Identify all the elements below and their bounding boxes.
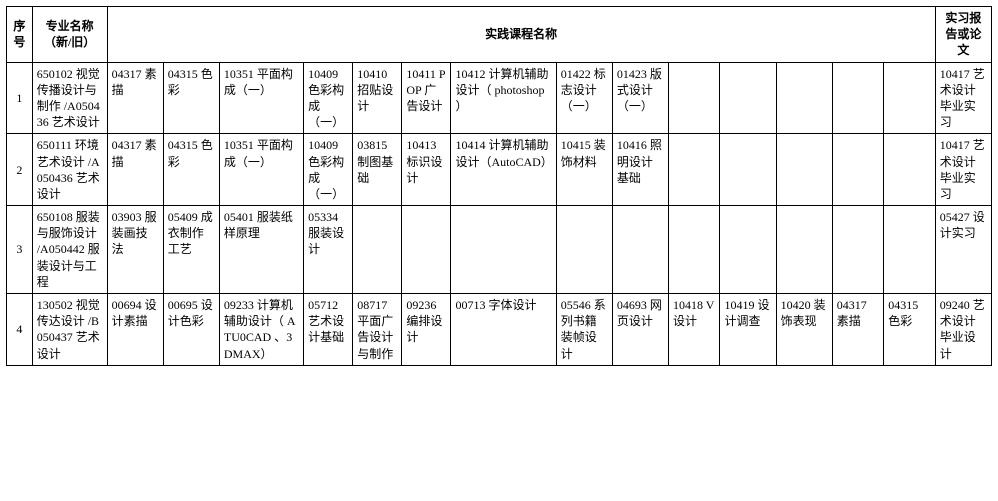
cell-course: 04317 素描 bbox=[107, 134, 163, 206]
cell-course: 10419 设计调查 bbox=[720, 294, 776, 366]
cell-course bbox=[402, 206, 451, 294]
cell-course: 03903 服装画技法 bbox=[107, 206, 163, 294]
cell-course bbox=[776, 62, 832, 134]
cell-course: 10418 V 设计 bbox=[669, 294, 720, 366]
cell-course: 08717 平面广告设计与制作 bbox=[353, 294, 402, 366]
practice-courses-table: 序号 专业名称（新/旧） 实践课程名称 实习报告或论文 1 650102 视觉传… bbox=[6, 6, 992, 366]
cell-seq: 2 bbox=[7, 134, 33, 206]
cell-course bbox=[669, 134, 720, 206]
cell-course: 04315 色彩 bbox=[163, 134, 219, 206]
cell-course bbox=[720, 134, 776, 206]
cell-course: 01423 版式设计（一） bbox=[612, 62, 668, 134]
cell-course: 09233 计算机辅助设计（ ATU0CAD 、3DMAX） bbox=[219, 294, 303, 366]
cell-course bbox=[776, 206, 832, 294]
cell-course: 05401 服装纸样原理 bbox=[219, 206, 303, 294]
cell-course bbox=[832, 62, 883, 134]
cell-report: 09240 艺术设计毕业设计 bbox=[935, 294, 991, 366]
cell-course: 10351 平面构成（一） bbox=[219, 62, 303, 134]
table-row: 2 650111 环境艺术设计 /A050436 艺术设计 04317 素描 0… bbox=[7, 134, 992, 206]
cell-course: 10409 色彩构成（一） bbox=[304, 134, 353, 206]
cell-course: 05334 服装设计 bbox=[304, 206, 353, 294]
cell-course: 05712 艺术设计基础 bbox=[304, 294, 353, 366]
cell-course: 10410 招贴设计 bbox=[353, 62, 402, 134]
cell-course: 01422 标志设计（一） bbox=[556, 62, 612, 134]
cell-course: 10412 计算机辅助设计（ photoshop ） bbox=[451, 62, 556, 134]
cell-major: 650108 服装与服饰设计 /A050442 服装设计与工程 bbox=[32, 206, 107, 294]
cell-course bbox=[884, 134, 936, 206]
cell-course: 04315 色彩 bbox=[884, 294, 936, 366]
table-row: 3 650108 服装与服饰设计 /A050442 服装设计与工程 03903 … bbox=[7, 206, 992, 294]
header-practice: 实践课程名称 bbox=[107, 7, 935, 63]
cell-course: 03815 制图基础 bbox=[353, 134, 402, 206]
cell-course: 05546 系列书籍装帧设计 bbox=[556, 294, 612, 366]
cell-course: 10411 POP 广告设计 bbox=[402, 62, 451, 134]
cell-report: 05427 设计实习 bbox=[935, 206, 991, 294]
table-row: 4 130502 视觉传达设计 /B050437 艺术设计 00694 设计素描… bbox=[7, 294, 992, 366]
cell-course bbox=[451, 206, 556, 294]
cell-course: 10420 装饰表现 bbox=[776, 294, 832, 366]
cell-seq: 1 bbox=[7, 62, 33, 134]
cell-major: 650102 视觉传播设计与制作 /A050436 艺术设计 bbox=[32, 62, 107, 134]
cell-course bbox=[612, 206, 668, 294]
header-report: 实习报告或论文 bbox=[935, 7, 991, 63]
cell-course bbox=[776, 134, 832, 206]
cell-course: 00713 字体设计 bbox=[451, 294, 556, 366]
cell-course: 10351 平面构成（一） bbox=[219, 134, 303, 206]
cell-course: 04317 素描 bbox=[832, 294, 883, 366]
cell-course bbox=[884, 206, 936, 294]
cell-major: 130502 视觉传达设计 /B050437 艺术设计 bbox=[32, 294, 107, 366]
cell-course bbox=[669, 206, 720, 294]
cell-course: 10414 计算机辅助设计（AutoCAD） bbox=[451, 134, 556, 206]
cell-course: 10413 标识设计 bbox=[402, 134, 451, 206]
table-header-row: 序号 专业名称（新/旧） 实践课程名称 实习报告或论文 bbox=[7, 7, 992, 63]
header-seq: 序号 bbox=[7, 7, 33, 63]
header-major: 专业名称（新/旧） bbox=[32, 7, 107, 63]
cell-course bbox=[556, 206, 612, 294]
cell-course: 00694 设计素描 bbox=[107, 294, 163, 366]
cell-course bbox=[884, 62, 936, 134]
cell-course: 10416 照明设计基础 bbox=[612, 134, 668, 206]
cell-course bbox=[720, 206, 776, 294]
cell-course bbox=[832, 134, 883, 206]
cell-course: 09236 编排设计 bbox=[402, 294, 451, 366]
cell-course: 00695 设计色彩 bbox=[163, 294, 219, 366]
cell-course bbox=[832, 206, 883, 294]
cell-course bbox=[720, 62, 776, 134]
cell-major: 650111 环境艺术设计 /A050436 艺术设计 bbox=[32, 134, 107, 206]
cell-course: 10415 装饰材料 bbox=[556, 134, 612, 206]
cell-report: 10417 艺术设计毕业实习 bbox=[935, 134, 991, 206]
cell-course: 05409 成衣制作工艺 bbox=[163, 206, 219, 294]
cell-course: 04693 网页设计 bbox=[612, 294, 668, 366]
table-row: 1 650102 视觉传播设计与制作 /A050436 艺术设计 04317 素… bbox=[7, 62, 992, 134]
cell-course: 10409 色彩构成（一） bbox=[304, 62, 353, 134]
cell-report: 10417 艺术设计毕业实习 bbox=[935, 62, 991, 134]
cell-course: 04317 素描 bbox=[107, 62, 163, 134]
cell-seq: 4 bbox=[7, 294, 33, 366]
cell-seq: 3 bbox=[7, 206, 33, 294]
table-body: 1 650102 视觉传播设计与制作 /A050436 艺术设计 04317 素… bbox=[7, 62, 992, 365]
cell-course bbox=[353, 206, 402, 294]
cell-course: 04315 色彩 bbox=[163, 62, 219, 134]
cell-course bbox=[669, 62, 720, 134]
